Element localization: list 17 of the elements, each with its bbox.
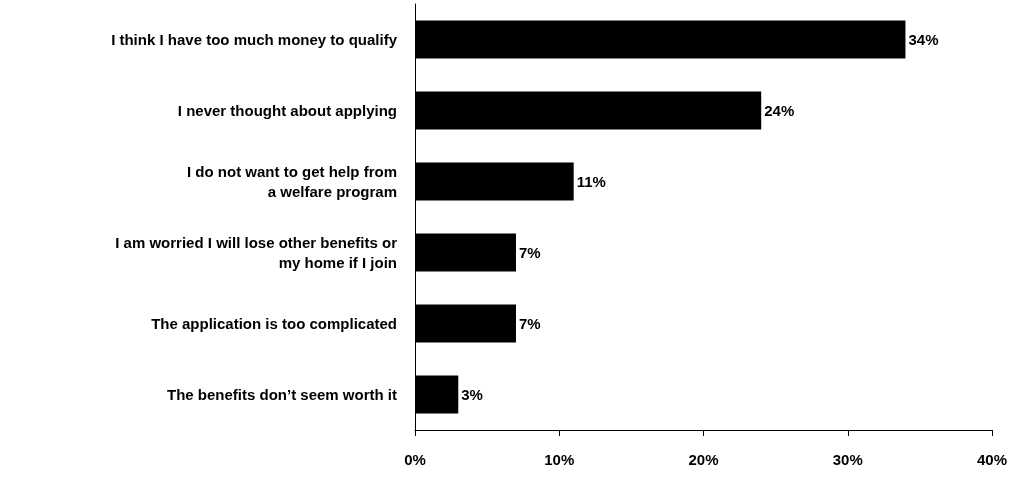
- y-tick-label: I think I have too much money to qualify: [111, 31, 398, 48]
- x-tick-label: 20%: [688, 451, 719, 468]
- x-tick-label: 0%: [404, 451, 426, 468]
- y-tick-label: I never thought about applying: [177, 102, 397, 119]
- x-tick-label: 10%: [544, 451, 575, 468]
- data-label: 7%: [518, 315, 541, 332]
- data-label: 7%: [518, 244, 541, 261]
- data-label: 34%: [908, 31, 939, 48]
- y-tick-label: The benefits don’t seem worth it: [166, 386, 397, 403]
- x-tick-label: 30%: [832, 451, 863, 468]
- data-label: 24%: [764, 102, 795, 119]
- y-tick-label: The application is too complicated: [151, 315, 397, 332]
- data-label: 11%: [576, 173, 606, 190]
- data-label: 3%: [461, 386, 483, 403]
- y-tick-label: I do not want to get help from a welfare program: [187, 163, 397, 200]
- y-tick-label: I am worried I will lose other benefits or my home if I join: [115, 234, 398, 271]
- x-tick-label: 40%: [976, 451, 1008, 468]
